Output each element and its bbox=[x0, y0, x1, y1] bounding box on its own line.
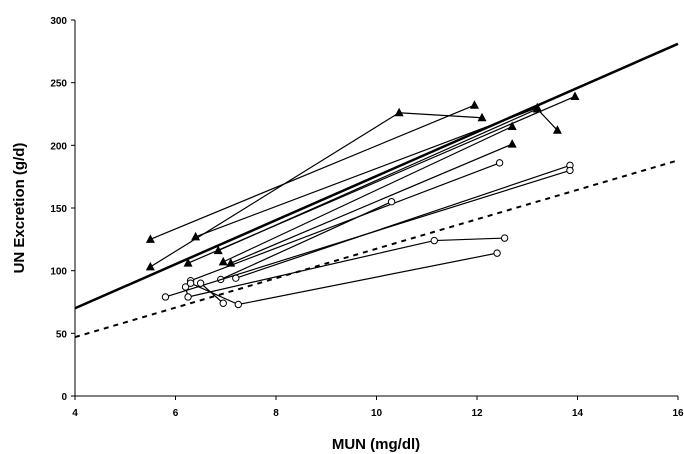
x-tick-label: 16 bbox=[672, 408, 684, 419]
series-line bbox=[150, 112, 483, 268]
triangle-marker bbox=[570, 91, 580, 100]
circle-marker bbox=[500, 234, 509, 242]
series-line bbox=[220, 201, 392, 280]
circle-marker bbox=[161, 293, 170, 301]
circle-marker bbox=[430, 236, 438, 245]
series-line bbox=[165, 169, 571, 298]
circle-marker bbox=[181, 283, 190, 291]
x-tick-label: 14 bbox=[572, 408, 584, 419]
series-circle bbox=[196, 279, 227, 307]
circle-marker bbox=[196, 279, 205, 287]
series-triangle bbox=[218, 121, 517, 266]
series-triangle bbox=[183, 91, 580, 267]
x-tick-label: 6 bbox=[173, 408, 179, 419]
triangle-marker bbox=[191, 231, 201, 241]
y-tick-label: 200 bbox=[50, 141, 67, 152]
circle-marker bbox=[219, 299, 227, 307]
plot-area: 4 6 8 10 12 14 16 0 50 100 150 200 250 300 bbox=[50, 16, 684, 419]
x-tick-label: 12 bbox=[471, 408, 483, 419]
y-tick-label: 300 bbox=[50, 16, 67, 27]
reference-lines bbox=[74, 42, 679, 339]
y-ticks: 0 50 100 150 200 250 300 bbox=[50, 16, 75, 403]
circle-marker bbox=[186, 279, 195, 287]
triangle-marker bbox=[213, 245, 223, 255]
circle-marker bbox=[184, 293, 192, 301]
y-tick-label: 0 bbox=[61, 392, 67, 403]
series-line bbox=[150, 104, 475, 240]
series-triangle bbox=[191, 102, 542, 241]
series-line bbox=[200, 282, 224, 304]
series-layer bbox=[145, 91, 580, 309]
x-tick-label: 8 bbox=[273, 408, 279, 419]
circle-marker bbox=[387, 198, 396, 206]
series-line bbox=[217, 108, 558, 252]
y-tick-label: 100 bbox=[50, 267, 67, 278]
y-axis-label: UN Excretion (g/d) bbox=[11, 143, 28, 274]
x-axis-label: MUN (mg/dl) bbox=[332, 436, 420, 453]
series-circle bbox=[186, 249, 501, 309]
series-line bbox=[222, 125, 513, 263]
y-tick-label: 50 bbox=[56, 329, 68, 340]
triangle-marker bbox=[145, 261, 155, 271]
y-tick-label: 250 bbox=[50, 79, 67, 90]
series-circle bbox=[232, 161, 574, 282]
circle-marker bbox=[495, 159, 504, 167]
x-tick-label: 10 bbox=[371, 408, 383, 419]
triangle-marker bbox=[469, 100, 479, 109]
series-line bbox=[235, 164, 571, 279]
series-triangle bbox=[145, 100, 479, 243]
triangle-marker bbox=[477, 112, 487, 122]
series-line bbox=[230, 143, 513, 264]
series-line bbox=[195, 107, 538, 238]
circle-marker bbox=[493, 249, 501, 257]
series-triangle bbox=[145, 107, 487, 271]
triangle-marker bbox=[552, 125, 562, 134]
triangle-marker bbox=[394, 107, 404, 117]
triangle-marker bbox=[183, 258, 193, 267]
triangle-marker bbox=[218, 256, 228, 266]
triangle-marker bbox=[507, 139, 517, 148]
y-tick-label: 150 bbox=[50, 204, 67, 215]
x-tick-label: 4 bbox=[72, 408, 78, 419]
circle-marker bbox=[234, 300, 243, 309]
triangle-marker bbox=[145, 234, 155, 243]
triangle-marker bbox=[532, 103, 542, 113]
series-triangle bbox=[213, 103, 562, 255]
series-triangle bbox=[226, 139, 517, 267]
triangle-marker bbox=[507, 121, 517, 131]
series-circle bbox=[161, 166, 574, 301]
x-ticks: 4 6 8 10 12 14 16 bbox=[72, 396, 684, 419]
dashed-reference-line bbox=[74, 159, 679, 339]
circle-marker bbox=[566, 166, 574, 175]
series-line bbox=[190, 162, 500, 282]
series-circle bbox=[181, 234, 509, 301]
series-line bbox=[184, 237, 505, 298]
solid-reference-line bbox=[74, 42, 679, 310]
